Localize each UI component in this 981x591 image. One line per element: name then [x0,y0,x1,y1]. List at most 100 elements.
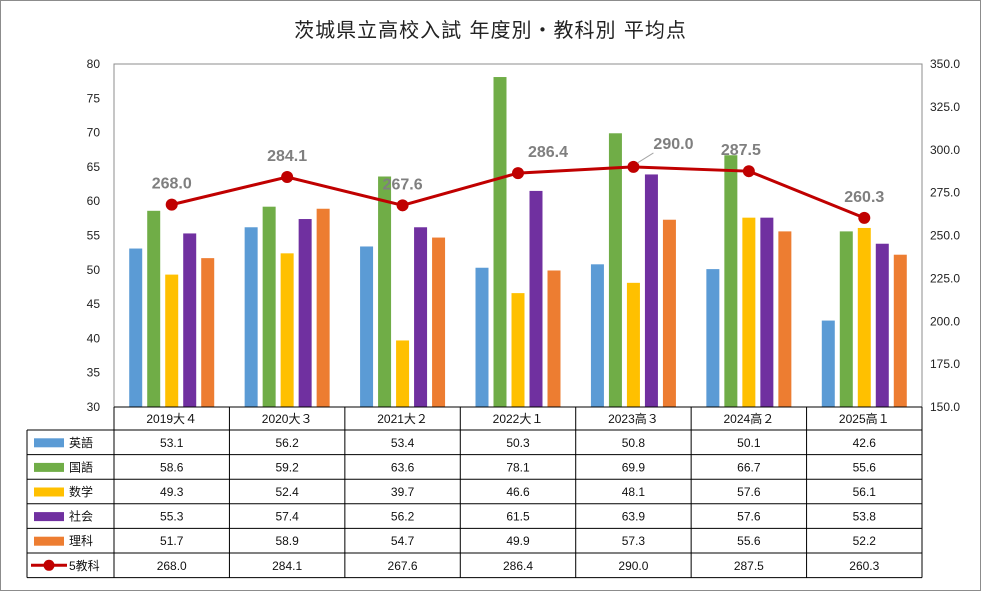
bar-理科 [201,258,215,407]
x-category-label: 2021大２ [377,412,428,426]
bar-国語 [147,210,161,407]
bar-社会 [529,190,543,407]
legend-label: 5教科 [69,558,100,573]
table-value: 63.6 [391,460,415,474]
bar-国語 [724,155,738,407]
table-value: 260.3 [849,559,879,573]
bar-理科 [778,231,792,407]
bar-数学 [742,217,756,407]
table-value: 48.1 [622,485,646,499]
y-left-tick-label: 30 [87,400,101,414]
y-right-tick-label: 325.0 [930,100,960,114]
legend-key-数学 [34,487,64,497]
table-value: 58.9 [275,534,299,548]
table-value: 268.0 [157,559,187,573]
total-marker [742,165,755,178]
y-right-tick-label: 175.0 [930,357,960,371]
y-right-tick-label: 200.0 [930,314,960,328]
table-value: 66.7 [737,460,761,474]
table-value: 56.2 [391,510,415,524]
table-value: 49.3 [160,485,184,499]
legend-label: 数学 [69,484,93,499]
table-value: 287.5 [734,559,764,573]
bar-国語 [608,133,622,407]
bar-理科 [316,208,330,407]
bar-国語 [262,206,276,407]
table-value: 55.3 [160,510,184,524]
y-left-tick-label: 75 [87,91,101,105]
y-right-tick-label: 275.0 [930,186,960,200]
table-value: 57.6 [737,510,761,524]
table-value: 52.4 [275,485,299,499]
legend-key-英語 [34,438,64,448]
bar-数学 [396,340,410,407]
bar-英語 [129,248,143,407]
table-value: 50.8 [622,436,646,450]
total-marker [396,199,409,212]
table-value: 56.2 [275,436,299,450]
bar-社会 [875,243,889,407]
y-left-tick-label: 70 [87,126,101,140]
bar-国語 [493,77,507,407]
legend-key-国語 [34,462,64,472]
total-data-label: 290.0 [653,136,693,153]
bar-社会 [760,217,774,407]
y-right-tick-label: 225.0 [930,271,960,285]
y-left-tick-label: 80 [87,57,101,71]
bar-数学 [626,282,640,407]
table-value: 46.6 [506,485,530,499]
y-left-tick-label: 65 [87,160,101,174]
table-value: 55.6 [853,460,877,474]
legend-key-社会 [34,512,64,522]
table-value: 290.0 [618,559,648,573]
table-value: 58.6 [160,460,184,474]
table-value: 56.1 [853,485,877,499]
total-data-label: 286.4 [528,144,568,161]
table-value: 267.6 [388,559,418,573]
bar-理科 [432,237,446,407]
table-value: 52.2 [853,534,877,548]
table-value: 61.5 [506,510,530,524]
table-value: 57.6 [737,485,761,499]
table-value: 50.1 [737,436,761,450]
y-right-tick-label: 250.0 [930,229,960,243]
bar-数学 [857,227,871,407]
chart-title: 茨城県立高校入試 年度別・教科別 平均点 [294,18,687,42]
bar-数学 [165,274,179,407]
table-value: 57.4 [275,510,299,524]
total-data-label: 268.0 [152,176,192,193]
y-left-tick-label: 50 [87,263,101,277]
bar-社会 [644,174,658,407]
bar-数学 [511,293,525,407]
table-value: 53.1 [160,436,184,450]
y-right-tick-label: 300.0 [930,143,960,157]
table-value: 63.9 [622,510,646,524]
bar-社会 [414,227,428,407]
bar-理科 [547,270,561,407]
x-category-label: 2023高３ [608,411,659,426]
y-left-tick-label: 60 [87,194,101,208]
x-category-label: 2019大４ [146,412,197,426]
total-data-label: 287.5 [721,142,761,159]
y-left-tick-label: 45 [87,297,101,311]
bar-数学 [280,253,294,407]
table-value: 78.1 [506,460,530,474]
bar-理科 [662,219,676,407]
table-value: 284.1 [272,559,302,573]
y-left-tick-label: 35 [87,366,101,380]
legend-label: 社会 [69,509,93,524]
total-data-label: 284.1 [267,148,307,165]
x-category-label: 2025高１ [839,411,890,426]
legend-label: 理科 [69,534,93,548]
bar-英語 [244,227,258,407]
y-right-tick-label: 150.0 [930,400,960,414]
y-left-tick-label: 40 [87,331,101,345]
table-value: 51.7 [160,534,184,548]
table-value: 57.3 [622,534,646,548]
table-value: 286.4 [503,559,533,573]
bar-英語 [706,269,720,407]
table-value: 49.9 [506,534,530,548]
table-value: 69.9 [622,460,646,474]
